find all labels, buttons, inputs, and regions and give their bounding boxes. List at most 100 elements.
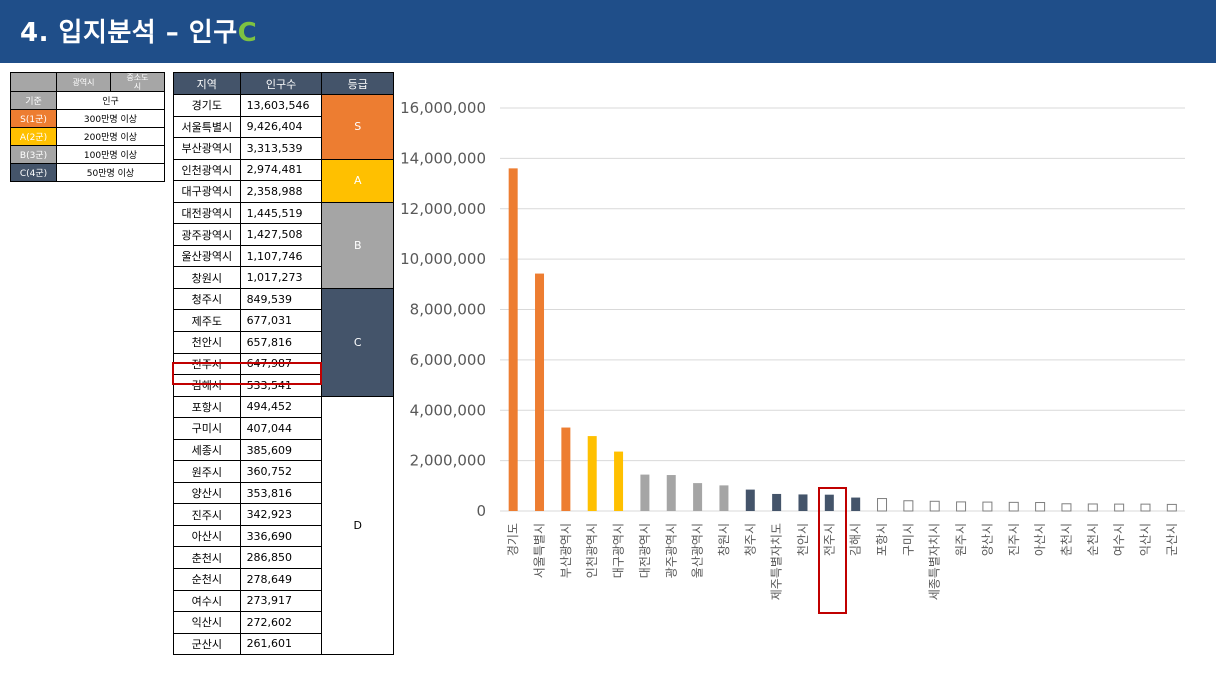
region-cell: 광주광역시 [173,223,241,246]
region-cell: 아산시 [173,524,241,548]
table-row: 울산광역시 1,107,746 [173,244,394,268]
population-cell: 677,031 [239,309,323,333]
x-category-label: 김해시 [849,523,863,556]
bar [1087,503,1098,512]
x-category-label: 세종특별자치시 [928,523,942,600]
legend-value-b: 100만명 이상 [56,145,165,164]
population-cell: 385,609 [239,438,323,462]
region-cell: 양산시 [173,481,241,505]
x-category-label: 전주시 [822,523,836,556]
bar [877,498,888,512]
region-cell: 세종시 [173,438,241,462]
population-cell: 13,603,546 [239,94,323,117]
col-header-population: 인구수 [239,72,323,95]
region-cell: 천안시 [173,331,241,354]
region-cell: 익산시 [173,611,241,634]
x-category-label: 여수시 [1112,523,1126,556]
bar [903,500,914,512]
population-cell: 494,452 [239,395,323,419]
table-row: 순천시 278,649 [173,568,394,591]
population-cell: 1,445,519 [239,201,323,225]
table-row: 원주시 360,752 [173,460,394,483]
x-category-label: 대구광역시 [612,523,626,578]
legend-corner-cell [10,72,57,92]
title-accent: C [237,18,258,48]
region-cell: 진주시 [173,503,241,526]
bar [1061,503,1072,512]
y-tick-label: 0 [476,502,486,520]
legend-value-s: 300만명 이상 [56,109,165,128]
bar [535,273,545,511]
region-cell: 대구광역시 [173,180,241,203]
bar [508,168,518,511]
legend-value-a: 200만명 이상 [56,127,165,146]
y-tick-label: 4,000,000 [410,401,486,419]
x-category-label: 군산시 [1165,523,1179,556]
x-category-label: 진주시 [1007,523,1021,556]
x-category-label: 구미시 [901,523,915,556]
y-tick-label: 10,000,000 [400,250,486,268]
region-cell: 원주시 [173,460,241,483]
bar [824,494,834,511]
region-cell: 제주도 [173,309,241,333]
population-cell: 278,649 [239,568,323,591]
x-category-label: 아산시 [1033,523,1047,556]
region-cell: 서울특별시 [173,115,241,139]
grade-cell-s: S [321,94,394,160]
population-table-body: 경기도 13,603,546 S 서울특별시 9,426,404 부산광역시 3,313,5… [173,94,394,656]
header-bar: 4. 입지분석 – 인구C [0,0,1216,63]
page-title: 4. 입지분석 – 인구C [20,18,258,48]
population-cell: 1,427,508 [239,223,323,246]
x-category-label: 인천광역시 [584,523,599,578]
population-cell: 342,923 [239,503,323,526]
x-category-label: 부산광역시 [559,523,573,578]
population-cell: 3,313,539 [239,137,323,160]
region-cell: 인천광역시 [173,158,241,182]
x-category-label: 천안시 [795,523,810,556]
table-row: 천안시 657,816 [173,331,394,354]
x-category-label: 청주시 [743,523,757,556]
x-category-label: 제주특별자치도 [770,523,784,600]
bar [745,489,755,511]
region-cell: 구미시 [173,417,241,440]
x-category-label: 익산시 [1138,523,1152,556]
population-cell: 336,690 [239,524,323,548]
bar [982,501,993,512]
grade-cell-b: B [321,201,394,289]
population-table: 지역 인구수 등급 경기도 13,603,546 S 서울특별시 9,426,404 부산… [173,72,394,656]
y-tick-label: 6,000,000 [410,351,486,369]
table-row: 춘천시 286,850 [173,546,394,570]
legend-key-c: C(4군) [10,163,57,182]
table-row: 김해시 533,541 [173,374,394,397]
x-category-label: 울산광역시 [691,523,705,578]
col-header-grade: 등급 [321,72,394,95]
bar [1008,501,1019,512]
region-cell: 춘천시 [173,546,241,570]
bar [1140,503,1151,512]
table-row: 구미시 407,044 [173,417,394,440]
legend-header-metro: 광역시 [56,72,111,92]
population-cell: 286,850 [239,546,323,570]
population-cell: 360,752 [239,460,323,483]
population-cell: 9,426,404 [239,115,323,139]
population-bar-chart: 0 2,000,000 4,000,000 6,000,000 8,000,000 10,… [400,99,1185,600]
table-row: 경기도 13,603,546 S [173,94,394,160]
x-category-label: 경기도 [506,523,520,556]
y-tick-label: 12,000,000 [400,200,486,218]
col-header-region: 지역 [173,72,241,95]
region-cell: 포항시 [173,395,241,419]
region-cell: 경기도 [173,94,241,117]
y-tick-label: 2,000,000 [410,452,486,470]
legend-key-a: A(2군) [10,127,57,146]
bar [956,501,967,512]
bar [1035,502,1046,512]
x-category-label: 대전광역시 [638,523,652,578]
table-row: 여수시 273,917 [173,589,394,613]
table-row: 창원시 1,017,273 [173,266,394,289]
x-category-label: 춘천시 [1058,523,1073,556]
region-cell: 순천시 [173,568,241,591]
bar [1166,503,1177,512]
table-row: 군산시 261,601 [173,632,394,656]
region-cell: 군산시 [173,632,241,656]
region-cell: 창원시 [173,266,241,289]
